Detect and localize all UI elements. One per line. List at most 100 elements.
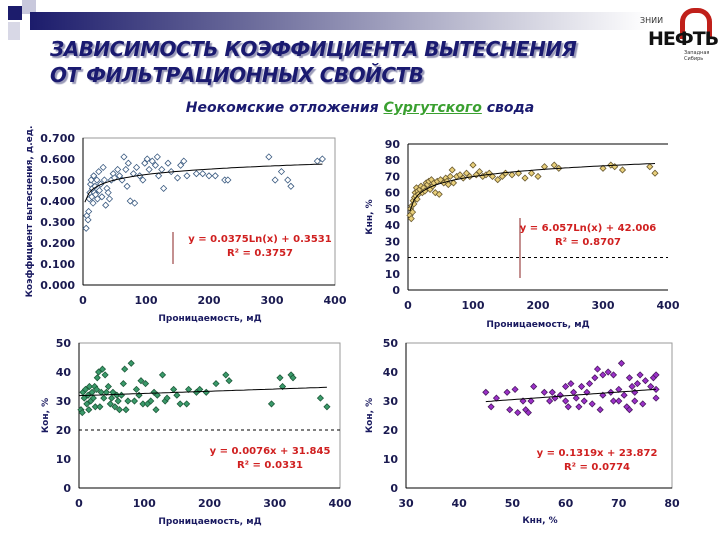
data-point [625,406,634,414]
data-point [431,189,439,197]
data-point [494,176,502,184]
y-tick-label: 0 [390,482,398,495]
logo-top: ЗНИИ [640,16,664,25]
data-point [562,397,570,405]
data-point [211,172,219,180]
data-point [153,391,161,399]
data-point [82,224,90,232]
data-point [271,176,279,184]
data-point [123,182,131,190]
y-tick-label: 40 [56,366,72,379]
data-point [408,208,417,216]
data-point [139,400,147,408]
y-tick-label: 0.700 [40,132,75,145]
data-point [651,169,659,177]
trend-equation: y = 6.057Ln(x) + 42.006 [520,223,657,234]
data-point [488,172,497,181]
data-point [567,380,575,388]
data-point [176,400,184,408]
y-tick-label: 0.600 [40,153,75,166]
y-tick-label: 80 [385,154,401,167]
data-point [106,400,114,408]
chart-2: 0 100 200 300 400 0 10 20 30 40 50 60 70 80 90 Проницае… [365,138,680,330]
data-point [104,189,112,197]
r-squared: R² = 0.0774 [564,462,630,473]
plot-area [82,137,336,286]
subtitle-post: свода [481,100,535,116]
y-tick-label: 0 [63,482,71,495]
x-tick-label: 400 [657,299,680,312]
data-point [540,388,548,396]
y-tick-label: 0.200 [40,237,75,250]
data-point [604,368,612,376]
data-point [609,397,618,405]
data-point [105,195,114,203]
x-tick-label: 300 [261,294,284,307]
data-point [115,406,124,414]
x-tick-label: 300 [263,497,286,510]
data-point [102,388,110,396]
data-point [575,403,583,411]
trend-equation: y = 0.0076x + 31.845 [210,446,331,457]
x-tick-label: 400 [329,497,352,510]
data-point [177,161,185,169]
data-point [482,388,490,396]
y-tick-label: 30 [383,395,399,408]
y-tick-label: 0.100 [40,258,75,271]
data-point [83,400,91,408]
data-point [506,406,514,414]
data-point [81,385,90,393]
logo-main: НЕФТЬ [648,28,719,50]
y-tick-label: 10 [56,453,72,466]
plot-area [405,342,673,489]
data-point [132,385,140,393]
data-point [318,155,326,163]
y-tick-label: 0.500 [40,174,75,187]
y-tick-label: 0.400 [40,195,75,208]
y-axis-label: Кнн, % [365,199,375,234]
data-point [222,371,230,379]
data-point [287,182,295,190]
data-point [89,199,97,207]
data-point [91,403,99,411]
data-point [93,176,101,184]
data-point [585,380,594,388]
x-tick-label: 200 [198,294,221,307]
data-point [124,397,132,405]
data-point [530,382,538,391]
r-squared: R² = 0.8707 [555,237,621,248]
data-point [119,380,127,388]
y-axis-label: Кон, % [365,398,375,433]
y-tick-label: 20 [383,424,399,437]
data-point [101,371,109,379]
data-point [265,153,273,161]
data-point [212,380,220,388]
data-point [183,172,191,180]
y-tick-label: 10 [385,268,401,281]
x-tick-label: 80 [664,497,680,510]
data-point [620,391,628,399]
data-point [78,409,86,417]
data-point [158,371,167,379]
data-point [130,397,139,405]
x-tick-label: 200 [527,299,550,312]
data-point [511,385,519,393]
decor-square [8,22,20,40]
data-point [267,400,276,408]
y-tick-label: 0.000 [40,279,75,292]
data-point [546,397,554,405]
data-point [141,159,149,167]
data-point [148,157,156,165]
data-point [407,215,415,223]
data-point [527,397,535,405]
subtitle-pre: Неокомские отложения [185,100,384,116]
data-point [577,382,586,391]
data-point [647,382,655,391]
data-point [596,406,604,414]
data-point [534,172,542,181]
y-tick-label: 70 [385,170,401,183]
data-point [90,172,98,180]
data-point [593,365,602,373]
data-point [98,365,107,373]
